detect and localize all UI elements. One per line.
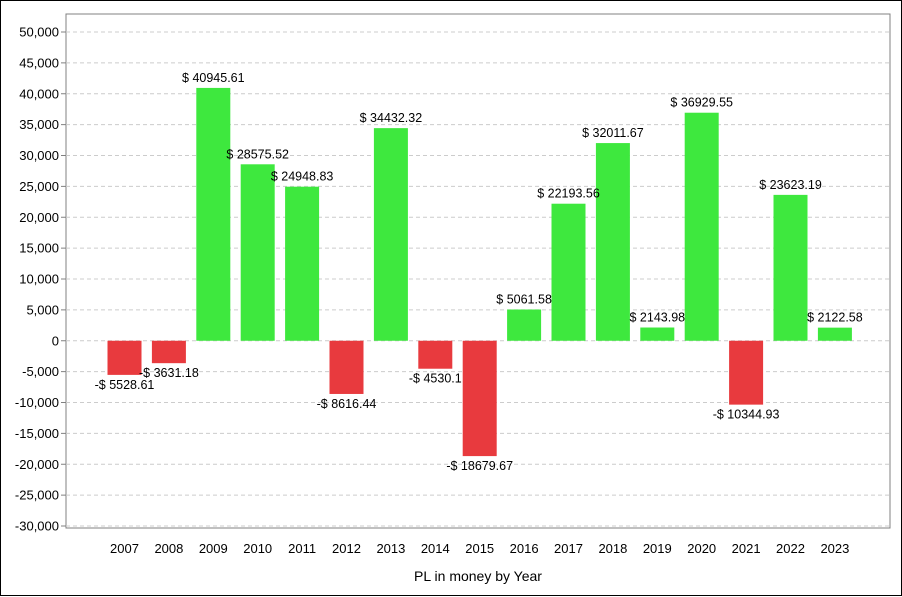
y-axis: 50,000 45,000 40,000 35,000 30,000 25,000 20,0… <box>15 25 66 534</box>
bar-2015 <box>462 340 497 457</box>
x-tick-label: 2019 <box>643 541 672 556</box>
x-axis-title: PL in money by Year <box>414 568 542 584</box>
data-labels: -$ 5528.61-$ 3631.18 $ 40945.61 $ 28575.52… <box>95 71 863 473</box>
data-label-2009: $ 40945.61 <box>182 71 245 85</box>
y-tick-label: -20,000 <box>15 457 59 472</box>
y-tick-label: 30,000 <box>19 148 59 163</box>
bar-2008 <box>151 340 186 364</box>
y-tick-label: 25,000 <box>19 179 59 194</box>
data-label-2022: $ 23623.19 <box>759 178 822 192</box>
bar-2019 <box>640 327 675 341</box>
data-label-2008: -$ 3631.18 <box>139 366 199 380</box>
x-tick-label: 2007 <box>110 541 139 556</box>
data-label-2020: $ 36929.55 <box>670 96 733 110</box>
x-tick-label: 2020 <box>687 541 716 556</box>
data-label-2017: $ 22193.56 <box>537 187 600 201</box>
y-tick-label: 0 <box>52 333 59 348</box>
x-tick-label: 2021 <box>732 541 761 556</box>
bar-2014 <box>418 340 453 369</box>
y-tick-label: -25,000 <box>15 488 59 503</box>
bar-2007 <box>107 340 142 375</box>
y-tick-label: 35,000 <box>19 117 59 132</box>
data-label-2021: -$ 10344.93 <box>713 408 780 422</box>
y-tick-label: 40,000 <box>19 86 59 101</box>
x-tick-label: 2008 <box>154 541 183 556</box>
y-tick-label: -5,000 <box>22 364 59 379</box>
data-label-2023: $ 2122.58 <box>807 311 863 325</box>
y-tick-label: 5,000 <box>26 302 59 317</box>
bar-2009 <box>196 87 231 341</box>
x-tick-label: 2011 <box>288 541 316 556</box>
x-tick-label: 2010 <box>243 541 272 556</box>
data-label-2007: -$ 5528.61 <box>95 378 155 392</box>
data-label-2014: -$ 4530.1 <box>409 372 462 386</box>
bar-2022 <box>773 194 808 341</box>
bar-2010 <box>240 164 275 341</box>
y-tick-label: 10,000 <box>19 272 59 287</box>
bar-2013 <box>373 128 408 341</box>
x-axis: 2007 2008 2009 2010 2011 2012 2013 2014 2015 2016… <box>110 541 849 556</box>
data-label-2010: $ 28575.52 <box>226 147 289 161</box>
x-tick-label: 2009 <box>199 541 228 556</box>
bars <box>107 87 852 457</box>
y-tick-label: 20,000 <box>19 210 59 225</box>
y-tick-label: -15,000 <box>15 426 59 441</box>
bar-2020 <box>684 112 719 341</box>
data-label-2015: -$ 18679.67 <box>446 459 513 473</box>
y-tick-label: -30,000 <box>15 519 59 534</box>
bar-2023 <box>817 327 852 341</box>
x-tick-label: 2022 <box>776 541 805 556</box>
y-tick-label: 45,000 <box>19 55 59 70</box>
data-label-2012: -$ 8616.44 <box>317 397 377 411</box>
bar-2018 <box>595 143 630 341</box>
x-tick-label: 2016 <box>510 541 539 556</box>
bar-2011 <box>285 186 320 341</box>
y-tick-label: 50,000 <box>19 25 59 40</box>
bar-2017 <box>551 203 586 341</box>
data-label-2013: $ 34432.32 <box>360 111 423 125</box>
bar-2021 <box>729 340 764 405</box>
data-label-2018: $ 32011.67 <box>582 126 644 140</box>
x-tick-label: 2017 <box>554 541 583 556</box>
y-tick-label: -10,000 <box>15 395 59 410</box>
x-tick-label: 2018 <box>598 541 627 556</box>
x-tick-label: 2023 <box>820 541 849 556</box>
x-tick-label: 2014 <box>421 541 450 556</box>
y-tick-label: 15,000 <box>19 241 59 256</box>
bar-2016 <box>507 309 542 341</box>
data-label-2011: $ 24948.83 <box>271 170 334 184</box>
x-tick-label: 2015 <box>465 541 494 556</box>
data-label-2016: $ 5061.58 <box>496 292 552 306</box>
x-tick-label: 2013 <box>376 541 405 556</box>
x-tick-label: 2012 <box>332 541 361 556</box>
bar-2012 <box>329 340 364 394</box>
data-label-2019: $ 2143.98 <box>629 311 685 325</box>
